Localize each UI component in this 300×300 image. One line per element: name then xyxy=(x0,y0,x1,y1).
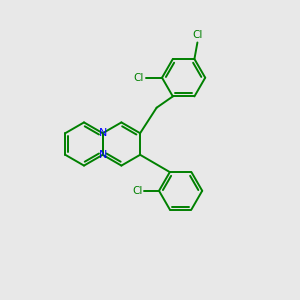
Text: N: N xyxy=(98,150,107,160)
Text: Cl: Cl xyxy=(134,73,144,83)
Text: Cl: Cl xyxy=(132,186,142,196)
Text: N: N xyxy=(98,128,107,138)
Text: Cl: Cl xyxy=(192,30,203,40)
